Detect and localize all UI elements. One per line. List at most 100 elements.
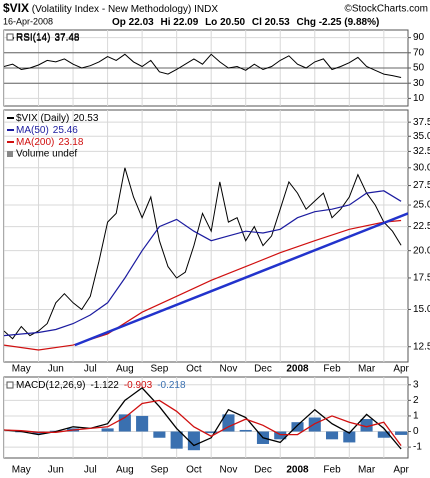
label-name: MACD(12,26,9) bbox=[16, 380, 85, 391]
label-value: -0.903 bbox=[124, 380, 153, 391]
histogram-bar bbox=[239, 429, 252, 432]
legend-swatch bbox=[7, 151, 13, 157]
y-tick-label: 17.5 bbox=[413, 273, 430, 284]
quote-item: Hi 22.09 bbox=[160, 17, 198, 28]
y-tick-label: 22.5 bbox=[413, 221, 430, 232]
panel-label: RSI(14) 37.48 bbox=[16, 32, 80, 43]
histogram-bar bbox=[101, 428, 114, 432]
histogram-bar bbox=[222, 414, 235, 432]
x-tick-label: Apr bbox=[393, 465, 409, 476]
x-tick-label: Jun bbox=[48, 465, 64, 476]
x-tick-label: 2008 bbox=[286, 465, 309, 476]
x-tick-label: Oct bbox=[186, 364, 202, 375]
header-title: $VIX (Volatility Index - New Methodology… bbox=[3, 1, 218, 15]
histogram-bar bbox=[308, 417, 321, 432]
histogram-bar bbox=[291, 422, 304, 432]
plot-area bbox=[4, 377, 408, 458]
panel-label: MACD(12,26,9) -1.122 -0.903 -0.218 bbox=[16, 380, 186, 391]
legend-name: RSI(14) bbox=[16, 33, 50, 44]
histogram-bar bbox=[274, 431, 287, 440]
y-tick-label: 25.0 bbox=[413, 200, 430, 211]
histogram-bar bbox=[343, 431, 356, 443]
x-tick-label: Jul bbox=[84, 364, 97, 375]
label-value: 37.48 bbox=[54, 32, 79, 43]
x-tick-label: Sep bbox=[150, 465, 168, 476]
x-tick-label: Aug bbox=[116, 364, 134, 375]
price-line bbox=[4, 53, 402, 78]
macd-line bbox=[4, 399, 402, 446]
legend-swatch bbox=[6, 33, 14, 41]
histogram-bar bbox=[205, 431, 218, 434]
y-tick-label: 1 bbox=[413, 411, 419, 422]
y-tick-label: 20.0 bbox=[413, 245, 430, 256]
y-tick-label: 15.0 bbox=[413, 304, 430, 315]
plot-area bbox=[4, 30, 408, 106]
label-name: RSI(14) bbox=[16, 32, 50, 43]
x-tick-label: May bbox=[12, 465, 31, 476]
x-tick-label: Feb bbox=[323, 465, 341, 476]
legend-name: MA(200) bbox=[16, 137, 54, 148]
quote-item: Chg -2.25 (9.88%) bbox=[296, 17, 379, 28]
panel-frame bbox=[3, 376, 409, 459]
panel-frame bbox=[3, 109, 409, 363]
quote: Op 22.03 Hi 22.09 Lo 20.50 Cl 20.53 Chg … bbox=[112, 17, 379, 28]
histogram-bar bbox=[395, 431, 408, 435]
y-tick-label: 0 bbox=[413, 426, 419, 437]
x-tick-label: Dec bbox=[254, 364, 272, 375]
y-tick-label: 70 bbox=[413, 47, 425, 58]
legend-value: 20.53 bbox=[73, 113, 98, 124]
y-tick-label: 3 bbox=[413, 379, 419, 390]
y-tick-label: 90 bbox=[413, 32, 425, 43]
y-tick-label: 32.5 bbox=[413, 146, 430, 157]
legend-entry: $VIX (Daily) 20.53 bbox=[16, 113, 99, 124]
histogram-bar bbox=[170, 431, 183, 449]
quote-item: Lo 20.50 bbox=[205, 17, 245, 28]
trendline bbox=[74, 212, 408, 347]
y-tick-label: 35.0 bbox=[413, 131, 430, 142]
y-tick-label: 12.5 bbox=[413, 341, 430, 352]
legend-entry: RSI(14) 37.48 bbox=[16, 33, 80, 44]
label-value: -1.122 bbox=[90, 380, 119, 391]
x-tick-label: 2008 bbox=[286, 364, 309, 375]
legend-value: 25.46 bbox=[53, 125, 78, 136]
legend-value: 37.48 bbox=[54, 33, 79, 44]
x-tick-label: Mar bbox=[358, 465, 376, 476]
y-tick-label: -1 bbox=[413, 442, 422, 453]
x-tick-label: Nov bbox=[220, 364, 238, 375]
x-tick-label: Sep bbox=[150, 364, 168, 375]
y-tick-label: 27.5 bbox=[413, 180, 430, 191]
moving-average bbox=[4, 190, 402, 337]
moving-average bbox=[4, 219, 402, 351]
x-tick-label: May bbox=[12, 364, 31, 375]
credit: ©StockCharts.com bbox=[344, 4, 428, 15]
index-name: (Volatility Index - New Methodology) bbox=[32, 4, 192, 15]
x-tick-label: Jul bbox=[84, 465, 97, 476]
symbol: $VIX bbox=[3, 1, 29, 15]
quote-item: Cl 20.53 bbox=[252, 17, 290, 28]
x-tick-label: Oct bbox=[186, 465, 202, 476]
histogram-bar bbox=[377, 431, 390, 438]
x-tick-label: Dec bbox=[254, 465, 272, 476]
macd-line bbox=[4, 387, 402, 450]
legend-swatch bbox=[6, 381, 14, 389]
x-tick-label: Feb bbox=[323, 364, 341, 375]
histogram-bar bbox=[153, 431, 166, 438]
legend-entry: MA(200) 23.18 bbox=[16, 137, 84, 148]
y-tick-label: 10 bbox=[413, 93, 425, 104]
x-tick-label: Apr bbox=[393, 364, 409, 375]
quote-item: Op 22.03 bbox=[112, 17, 154, 28]
exchange: INDX bbox=[194, 4, 218, 15]
y-tick-label: 37.5 bbox=[413, 117, 430, 128]
legend-note: Volume undef bbox=[16, 149, 77, 160]
x-tick-label: Nov bbox=[220, 465, 238, 476]
x-tick-label: Jun bbox=[48, 364, 64, 375]
label-value: -0.218 bbox=[157, 380, 186, 391]
legend-name: $VIX (Daily) bbox=[16, 113, 69, 124]
histogram-bar bbox=[187, 431, 200, 451]
legend-name: MA(50) bbox=[16, 125, 49, 136]
price-line bbox=[4, 167, 402, 340]
histogram-bar bbox=[136, 415, 149, 432]
x-tick-label: Mar bbox=[358, 364, 376, 375]
date: 16-Apr-2008 bbox=[3, 16, 53, 26]
